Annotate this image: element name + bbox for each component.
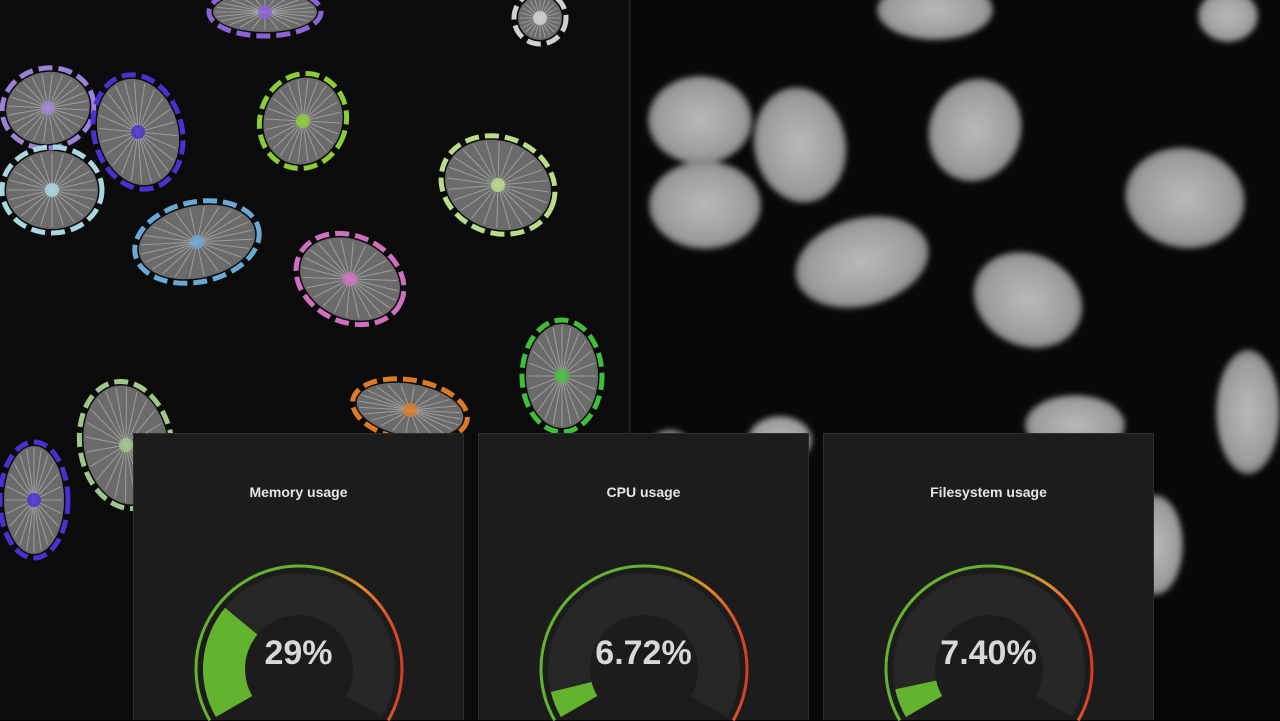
raw-nucleus xyxy=(973,252,1083,348)
raw-nucleus xyxy=(877,0,993,40)
cpu-usage-panel: CPU usage 6.72% xyxy=(478,433,809,721)
raw-nucleus xyxy=(648,76,752,164)
segmented-nucleus xyxy=(350,376,470,444)
gauge-fill xyxy=(895,680,943,717)
segmented-nucleus xyxy=(511,0,569,47)
panel-title: CPU usage xyxy=(606,484,681,500)
gauge-fill xyxy=(550,681,598,717)
raw-nucleus xyxy=(795,215,929,309)
filesystem-usage-panel: Filesystem usage 7.40% xyxy=(823,433,1154,721)
segmented-nucleus xyxy=(256,71,350,171)
raw-nucleus xyxy=(1216,350,1280,474)
threshold-arc xyxy=(194,564,404,721)
segmented-nucleus xyxy=(0,439,71,561)
threshold-arc xyxy=(539,564,749,721)
segmented-nucleus xyxy=(90,72,186,192)
gauge-value: 7.40% xyxy=(940,634,1037,672)
gauge-track xyxy=(203,573,395,717)
raw-nucleus xyxy=(1125,147,1245,249)
panel-title: Filesystem usage xyxy=(930,484,1047,500)
gauge-track xyxy=(893,573,1085,717)
segmented-nucleus xyxy=(0,144,105,236)
gauge-value: 6.72% xyxy=(595,634,692,672)
threshold-arc xyxy=(884,564,1094,721)
raw-nucleus xyxy=(928,78,1022,182)
cpu-gauge xyxy=(539,564,749,721)
raw-nucleus xyxy=(753,87,847,203)
segmented-nucleus xyxy=(438,133,558,237)
segmented-nucleus xyxy=(132,198,262,286)
raw-nucleus xyxy=(649,161,761,249)
panel-title: Memory usage xyxy=(249,484,348,500)
gauge-value: 29% xyxy=(264,634,333,672)
memory-gauge xyxy=(194,564,404,721)
tile-divider xyxy=(628,0,631,720)
segmented-nucleus xyxy=(293,230,407,328)
gauge-track xyxy=(548,573,740,717)
filesystem-gauge xyxy=(884,564,1094,721)
segmented-nucleus xyxy=(206,0,324,39)
memory-usage-panel: Memory usage 29% xyxy=(133,433,464,721)
gauge-fill xyxy=(203,607,258,717)
segmented-nuclei xyxy=(0,0,605,561)
raw-nucleus xyxy=(1198,0,1258,42)
segmented-nucleus xyxy=(519,317,605,435)
